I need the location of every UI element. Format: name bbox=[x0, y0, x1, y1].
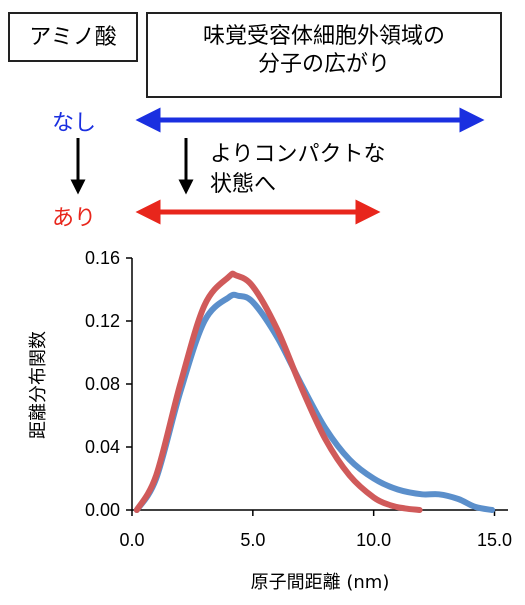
region-label-line1: 味覚受容体細胞外領域の bbox=[202, 24, 445, 49]
amino-acid-label-box: アミノ酸 bbox=[8, 12, 138, 62]
x-tick-label: 5.0 bbox=[240, 530, 265, 550]
compact-note-line1: よりコンパクトな bbox=[210, 142, 386, 167]
curves bbox=[133, 270, 496, 513]
x-ticks: 0.0 5.0 10.0 15.0 bbox=[119, 510, 512, 550]
with-label: あり bbox=[52, 206, 97, 231]
x-tick-label: 10.0 bbox=[356, 530, 391, 550]
compact-note-line2: 状態へ bbox=[210, 171, 277, 197]
none-label: なし bbox=[52, 111, 97, 136]
region-label-box: 味覚受容体細胞外領域の 分子の広がり bbox=[146, 12, 502, 98]
compact-note: よりコンパクトな 状態へ bbox=[210, 140, 386, 199]
x-tick-label: 0.0 bbox=[119, 530, 144, 550]
y-tick-label: 0.08 bbox=[85, 374, 120, 394]
series-line-with bbox=[133, 270, 423, 513]
amino-acid-label: アミノ酸 bbox=[29, 25, 117, 50]
y-tick-label: 0.16 bbox=[85, 248, 120, 268]
y-axis-title: 距離分布関数 bbox=[28, 331, 49, 439]
y-tick-label: 0.12 bbox=[85, 311, 120, 331]
y-tick-label: 0.04 bbox=[85, 437, 120, 457]
y-tick-label: 0.00 bbox=[85, 500, 120, 520]
region-label-line2: 分子の広がり bbox=[257, 51, 390, 77]
x-tick-label: 15.0 bbox=[477, 530, 512, 550]
y-ticks: 0.00 0.04 0.08 0.12 0.16 bbox=[85, 248, 132, 520]
series-line-none bbox=[133, 291, 496, 513]
x-axis-title: 原子間距離 (nm) bbox=[251, 572, 390, 593]
